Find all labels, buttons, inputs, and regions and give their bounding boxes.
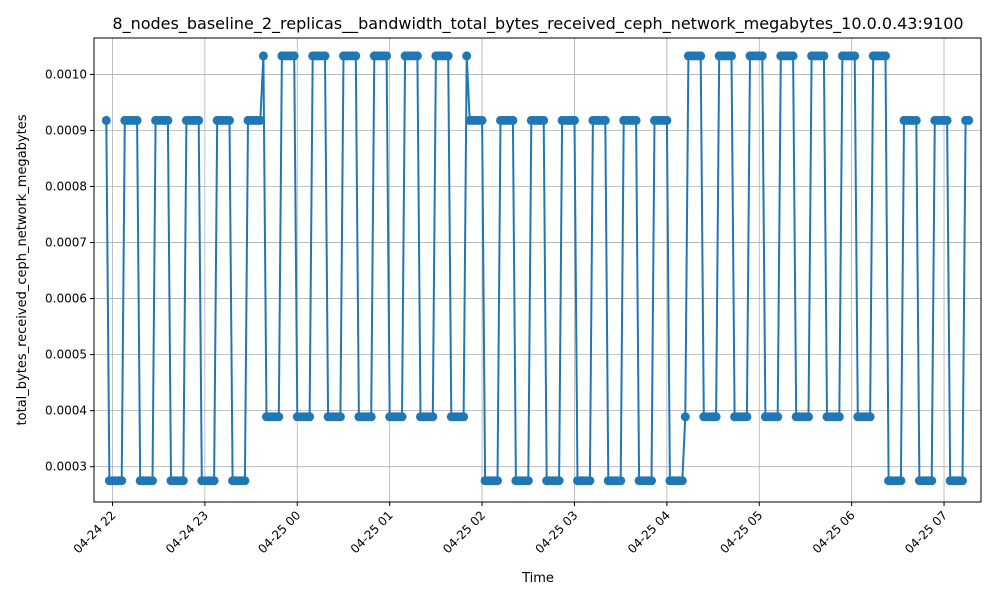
data-point bbox=[163, 115, 173, 125]
data-point bbox=[320, 51, 330, 61]
data-point bbox=[397, 412, 407, 422]
y-tick-label: 0.0008 bbox=[45, 180, 87, 194]
data-point bbox=[178, 476, 188, 486]
data-point bbox=[289, 51, 299, 61]
data-point bbox=[274, 412, 284, 422]
data-point bbox=[958, 476, 967, 486]
data-point bbox=[600, 115, 610, 125]
data-point bbox=[757, 51, 767, 61]
data-point bbox=[493, 476, 502, 486]
data-point bbox=[616, 476, 626, 486]
data-point bbox=[194, 115, 204, 125]
data-point bbox=[366, 412, 376, 422]
y-axis-ticks: 0.0003 0.0004 0.0005 0.0006 0.0007 0.0008 0.00… bbox=[45, 67, 94, 474]
data-point bbox=[132, 115, 142, 125]
data-point bbox=[964, 115, 974, 125]
data-point bbox=[258, 51, 268, 61]
y-tick-label: 0.0004 bbox=[45, 404, 87, 418]
data-point bbox=[570, 115, 579, 125]
data-point bbox=[255, 115, 265, 125]
data-point bbox=[727, 51, 736, 61]
y-axis-label: total_bytes_received_ceph_network_megaby… bbox=[15, 114, 30, 425]
y-tick-label: 0.0010 bbox=[45, 67, 87, 81]
data-point bbox=[942, 115, 952, 125]
data-point bbox=[680, 412, 690, 422]
data-point bbox=[508, 115, 518, 125]
data-point bbox=[443, 51, 453, 61]
data-point bbox=[459, 412, 469, 422]
data-point bbox=[101, 115, 111, 125]
y-tick-label: 0.0009 bbox=[45, 123, 87, 137]
data-point bbox=[631, 115, 641, 125]
data-point bbox=[382, 51, 392, 61]
data-point bbox=[896, 476, 906, 486]
axes-frame bbox=[93, 37, 982, 503]
data-point bbox=[662, 115, 672, 125]
data-point bbox=[819, 51, 829, 61]
data-point bbox=[927, 476, 937, 486]
data-point bbox=[351, 51, 361, 61]
data-point bbox=[148, 476, 157, 486]
data-point bbox=[773, 412, 783, 422]
chart-title: 8_nodes_baseline_2_replicas__bandwidth_t… bbox=[112, 14, 963, 34]
data-point bbox=[523, 476, 533, 486]
grid-lines bbox=[94, 38, 981, 502]
data-point bbox=[225, 115, 234, 125]
data-point bbox=[335, 412, 345, 422]
y-tick-label: 0.0003 bbox=[45, 460, 87, 474]
data-point bbox=[647, 476, 656, 486]
data-point bbox=[305, 412, 315, 422]
data-point bbox=[554, 476, 564, 486]
data-point bbox=[428, 412, 438, 422]
y-tick-label: 0.0006 bbox=[45, 292, 87, 306]
data-point bbox=[117, 476, 127, 486]
data-point bbox=[412, 51, 422, 61]
data-point bbox=[677, 476, 687, 486]
data-point bbox=[881, 51, 890, 61]
data-point bbox=[209, 476, 219, 486]
data-point bbox=[539, 115, 549, 125]
data-point bbox=[742, 412, 752, 422]
data-point bbox=[477, 115, 487, 125]
data-point bbox=[696, 51, 706, 61]
plot-area bbox=[101, 51, 974, 486]
data-point bbox=[850, 51, 860, 61]
data-point bbox=[834, 412, 844, 422]
x-axis-label: Time bbox=[521, 571, 554, 586]
data-point bbox=[911, 115, 921, 125]
data-point bbox=[585, 476, 595, 486]
data-point bbox=[240, 476, 250, 486]
data-point bbox=[865, 412, 875, 422]
y-tick-label: 0.0007 bbox=[45, 236, 87, 250]
data-point bbox=[462, 51, 472, 61]
data-point bbox=[788, 51, 798, 61]
data-point bbox=[804, 412, 813, 422]
y-tick-label: 0.0005 bbox=[45, 348, 87, 362]
data-point bbox=[711, 412, 721, 422]
